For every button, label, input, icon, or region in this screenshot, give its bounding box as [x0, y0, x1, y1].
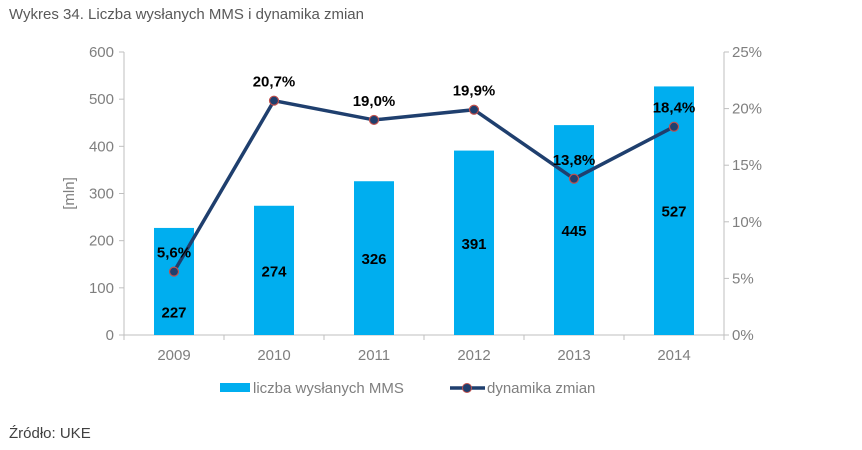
y-tick-label: 600 — [89, 44, 114, 61]
line-marker — [468, 104, 480, 115]
bar — [354, 181, 394, 335]
source-note: Źródło: UKE — [9, 425, 91, 442]
legend-line-label: dynamika zmian — [487, 380, 595, 397]
line-marker — [668, 121, 680, 132]
bar-data-label: 227 — [161, 305, 186, 322]
line-data-label: 18,4% — [653, 100, 696, 117]
line-marker — [168, 266, 180, 277]
chart: 0 100 200 300 400 500 600 0% 5% 10% 15% 20% 25% 2009 2… — [61, 44, 762, 397]
x-tick-label: 2011 — [358, 347, 390, 364]
y-tick-label: 500 — [89, 91, 114, 108]
y-axis-label: [mln] — [61, 177, 78, 210]
y-tick-label: 300 — [89, 186, 114, 203]
bar-data-label: 391 — [461, 236, 486, 253]
line-series — [172, 98, 675, 273]
bar-data-label: 274 — [261, 263, 287, 280]
bar — [454, 150, 494, 335]
legend-bar-label: liczba wysłanych MMS — [253, 380, 404, 397]
legend-line-marker — [462, 383, 472, 393]
line-marker — [568, 173, 580, 184]
x-tick-label: 2012 — [457, 347, 490, 364]
line-marker — [268, 95, 280, 106]
x-tick-label: 2014 — [657, 347, 690, 364]
y2-tick-label: 20% — [732, 101, 762, 118]
bar-data-label: 527 — [661, 204, 686, 221]
bar — [554, 125, 594, 335]
bar-data-label: 326 — [361, 251, 386, 268]
line-data-label: 13,8% — [553, 152, 596, 169]
line-data-label: 19,0% — [353, 93, 396, 110]
x-tick-label: 2010 — [257, 347, 290, 364]
y2-tick-label: 15% — [732, 157, 762, 174]
y-tick-label: 0 — [106, 327, 114, 344]
legend-bar-swatch — [220, 383, 250, 392]
chart-title: Wykres 34. Liczba wysłanych MMS i dynami… — [9, 6, 364, 23]
line-data-label: 5,6% — [157, 245, 191, 262]
bar — [254, 205, 294, 335]
x-tick-label: 2013 — [557, 347, 590, 364]
y2-tick-label: 10% — [732, 214, 762, 231]
line-data-label: 19,9% — [453, 83, 496, 100]
y2-tick-label: 25% — [732, 44, 762, 61]
y2-tick-label: 5% — [732, 270, 754, 287]
y-tick-label: 200 — [89, 233, 114, 250]
line-marker — [368, 114, 380, 126]
bar-data-label: 445 — [561, 223, 586, 240]
y2-tick-label: 0% — [732, 327, 754, 344]
x-tick-label: 2009 — [157, 347, 190, 364]
y-tick-label: 400 — [89, 138, 114, 155]
y-tick-label: 100 — [89, 280, 114, 297]
line-data-label: 20,7% — [253, 74, 296, 91]
